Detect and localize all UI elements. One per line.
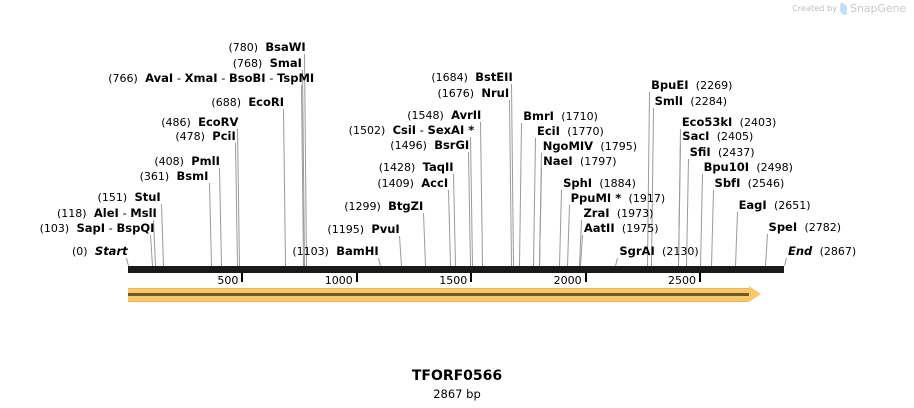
enzyme-site-label[interactable]: SfiI (2437) bbox=[689, 145, 755, 160]
ruler-tick bbox=[241, 273, 244, 282]
enzyme-site-label[interactable]: AatII (1975) bbox=[583, 221, 659, 236]
enzyme-site-label[interactable]: (1548) AvrII bbox=[407, 108, 482, 123]
site-leader-line bbox=[219, 167, 223, 267]
ruler-tick-label: 1000 bbox=[324, 274, 353, 287]
site-leader-line bbox=[559, 189, 563, 267]
enzyme-site-label[interactable]: (688) EcoRI bbox=[211, 95, 285, 110]
enzyme-site-label[interactable]: (1409) AccI bbox=[377, 176, 449, 191]
enzyme-site-label[interactable]: SgrAI (2130) bbox=[619, 244, 699, 259]
site-leader-line bbox=[208, 182, 212, 267]
site-leader-line bbox=[647, 91, 651, 266]
enzyme-site-label[interactable]: (486) EcoRV bbox=[161, 115, 239, 130]
enzyme-site-label[interactable]: EciI (1770) bbox=[536, 124, 604, 139]
site-leader-line bbox=[149, 234, 153, 267]
page-title: TFORF0566 bbox=[411, 368, 503, 384]
enzyme-site-label[interactable]: SbfI (2546) bbox=[714, 176, 785, 191]
site-leader-line bbox=[511, 83, 515, 266]
enzyme-site-label[interactable]: (103) SapI - BspQI bbox=[39, 221, 155, 236]
snapgene-leaf-icon bbox=[839, 2, 848, 15]
site-leader-line bbox=[423, 212, 427, 267]
enzyme-site-label[interactable]: SphI (1884) bbox=[563, 176, 636, 191]
enzyme-site-label[interactable]: End (2867) bbox=[788, 244, 857, 259]
enzyme-site-label[interactable]: Bpu10I (2498) bbox=[703, 160, 793, 175]
enzyme-site-label[interactable]: (1502) CsiI - SexAI * bbox=[348, 123, 475, 138]
ruler-tick bbox=[355, 273, 358, 282]
watermark-created-by: Created by bbox=[792, 4, 838, 13]
enzyme-site-label[interactable]: NgoMIV (1795) bbox=[542, 139, 637, 154]
enzyme-site-label[interactable]: (1676) NruI bbox=[437, 86, 510, 101]
site-leader-line bbox=[378, 257, 382, 267]
enzyme-site-label[interactable]: (1103) BamHI bbox=[292, 244, 379, 259]
enzyme-site-label[interactable]: SacI (2405) bbox=[682, 129, 754, 144]
site-leader-line bbox=[710, 189, 714, 267]
enzyme-site-label[interactable]: Eco53kI (2403) bbox=[681, 115, 777, 130]
site-leader-line bbox=[699, 173, 703, 267]
enzyme-site-label[interactable]: (118) AleI - MslI bbox=[56, 206, 157, 221]
watermark-brand: SnapGene bbox=[850, 2, 906, 15]
enzyme-site-label[interactable]: (1299) BtgZI bbox=[344, 199, 424, 214]
site-leader-line bbox=[784, 257, 787, 267]
site-leader-line bbox=[283, 108, 287, 266]
orf-arrow-head-icon bbox=[749, 286, 761, 302]
enzyme-site-label[interactable]: (766) AvaI - XmaI - BsoBI - TspMI bbox=[108, 71, 315, 86]
enzyme-site-label[interactable]: BmrI (1710) bbox=[523, 109, 598, 124]
sequence-bar[interactable] bbox=[128, 266, 784, 273]
ruler-tick-label: 2000 bbox=[553, 274, 582, 287]
site-leader-line bbox=[615, 257, 619, 267]
site-leader-line bbox=[126, 257, 129, 267]
ruler-tick-label: 1500 bbox=[439, 274, 468, 287]
enzyme-site-label[interactable]: (0) Start bbox=[72, 244, 128, 259]
enzyme-site-label[interactable]: EagI (2651) bbox=[738, 198, 811, 213]
site-leader-line bbox=[650, 107, 654, 266]
site-leader-line bbox=[399, 235, 403, 267]
ruler-tick-label: 2500 bbox=[668, 274, 697, 287]
enzyme-site-label[interactable]: (478) PciI bbox=[175, 129, 236, 144]
enzyme-site-label[interactable]: SpeI (2782) bbox=[768, 220, 842, 235]
enzyme-site-label[interactable]: (1684) BstEII bbox=[431, 70, 513, 85]
enzyme-site-label[interactable]: (408) PmlI bbox=[154, 154, 220, 169]
site-leader-line bbox=[734, 211, 738, 267]
site-leader-line bbox=[480, 121, 484, 266]
sequence-length: 2867 bp bbox=[433, 387, 481, 401]
ruler-tick bbox=[584, 273, 587, 282]
enzyme-site-label[interactable]: (1496) BsrGI bbox=[390, 138, 470, 153]
enzyme-site-label[interactable]: NaeI (1797) bbox=[543, 154, 617, 169]
site-leader-line bbox=[304, 53, 308, 266]
enzyme-site-label[interactable]: (780) BsaWI bbox=[228, 40, 306, 55]
ruler-tick bbox=[699, 273, 702, 282]
enzyme-site-label[interactable]: (768) SmaI bbox=[232, 56, 302, 71]
enzyme-site-label[interactable]: BpuEI (2269) bbox=[651, 78, 733, 93]
site-leader-line bbox=[452, 173, 456, 267]
site-leader-line bbox=[519, 122, 523, 266]
site-leader-line bbox=[448, 189, 452, 267]
site-leader-line bbox=[566, 204, 570, 267]
enzyme-site-label[interactable]: PpuMI * (1917) bbox=[570, 191, 666, 206]
ruler-tick-label: 500 bbox=[217, 274, 239, 287]
ruler-tick bbox=[470, 273, 473, 282]
enzyme-site-label[interactable]: (361) BsmI bbox=[139, 169, 209, 184]
enzyme-site-label[interactable]: (151) StuI bbox=[97, 190, 161, 205]
enzyme-site-label[interactable]: (1428) TaqII bbox=[378, 160, 454, 175]
site-leader-line bbox=[160, 203, 164, 267]
enzyme-site-label[interactable]: ZraI (1973) bbox=[583, 206, 654, 221]
enzyme-site-label[interactable]: (1195) PvuI bbox=[327, 222, 400, 237]
snapgene-watermark: Created by SnapGene bbox=[792, 2, 906, 15]
site-leader-line bbox=[764, 233, 768, 267]
enzyme-site-label[interactable]: SmlI (2284) bbox=[654, 94, 727, 109]
orf-arrow-core-line bbox=[128, 292, 751, 296]
site-leader-line bbox=[532, 137, 536, 267]
